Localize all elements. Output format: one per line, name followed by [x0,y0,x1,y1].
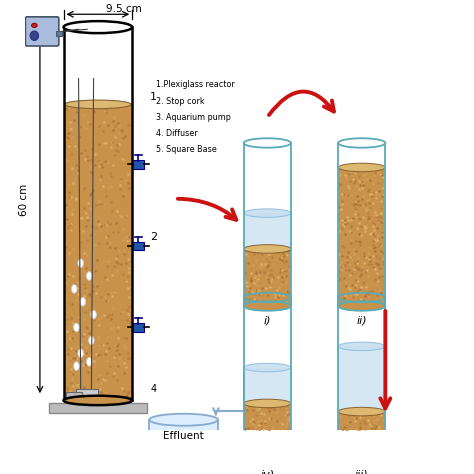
Ellipse shape [73,362,79,370]
Ellipse shape [149,451,218,462]
FancyBboxPatch shape [244,143,291,306]
FancyBboxPatch shape [66,392,82,399]
FancyBboxPatch shape [244,298,291,461]
Ellipse shape [64,396,132,405]
Text: Effluent: Effluent [164,431,204,441]
Text: i): i) [264,315,271,325]
FancyArrowPatch shape [296,456,336,469]
Text: iv): iv) [260,470,274,474]
FancyBboxPatch shape [133,242,144,250]
Text: 1: 1 [150,92,157,102]
Ellipse shape [80,298,86,306]
Ellipse shape [244,363,291,372]
Text: 4: 4 [150,384,156,394]
Ellipse shape [32,23,37,27]
Text: 2. Stop cork: 2. Stop cork [156,97,204,106]
FancyBboxPatch shape [338,143,385,306]
Ellipse shape [338,163,385,172]
FancyArrowPatch shape [380,311,391,408]
Text: 2: 2 [150,231,157,242]
Ellipse shape [244,399,291,408]
FancyBboxPatch shape [244,403,291,461]
Text: 60 cm: 60 cm [18,183,28,216]
FancyBboxPatch shape [149,420,218,456]
FancyArrowPatch shape [269,91,334,115]
Ellipse shape [150,438,217,448]
FancyBboxPatch shape [338,167,385,306]
Text: 4. Diffuser: 4. Diffuser [156,129,197,138]
Text: 5. Square Base: 5. Square Base [156,146,217,155]
Ellipse shape [64,21,132,33]
Text: 1.Plexiglass reactor: 1.Plexiglass reactor [156,80,235,89]
Ellipse shape [244,245,291,253]
Ellipse shape [338,456,385,465]
Ellipse shape [86,272,92,280]
Ellipse shape [78,349,83,357]
Ellipse shape [72,284,77,293]
Ellipse shape [91,310,96,319]
Ellipse shape [338,407,385,416]
FancyBboxPatch shape [244,367,291,403]
Ellipse shape [78,259,83,267]
FancyBboxPatch shape [64,27,132,104]
Ellipse shape [86,357,92,366]
FancyBboxPatch shape [244,213,291,249]
Text: 3. Aquarium pump: 3. Aquarium pump [156,113,231,122]
Ellipse shape [73,323,79,332]
Ellipse shape [244,209,291,218]
Ellipse shape [244,456,291,465]
FancyBboxPatch shape [64,104,132,401]
Ellipse shape [149,414,218,426]
Ellipse shape [338,301,385,311]
FancyBboxPatch shape [56,30,62,36]
Ellipse shape [64,100,131,109]
FancyBboxPatch shape [133,323,144,332]
Ellipse shape [338,342,385,351]
FancyBboxPatch shape [48,402,147,413]
FancyBboxPatch shape [244,249,291,306]
Ellipse shape [244,301,291,311]
FancyBboxPatch shape [133,160,144,169]
FancyBboxPatch shape [25,17,59,46]
Text: 9.5 cm: 9.5 cm [106,4,141,14]
Ellipse shape [89,336,94,345]
Text: ii): ii) [356,315,367,325]
FancyBboxPatch shape [338,346,385,411]
FancyBboxPatch shape [338,411,385,461]
Ellipse shape [30,31,39,40]
Text: iii): iii) [355,470,369,474]
FancyBboxPatch shape [338,298,385,461]
FancyBboxPatch shape [76,389,98,397]
